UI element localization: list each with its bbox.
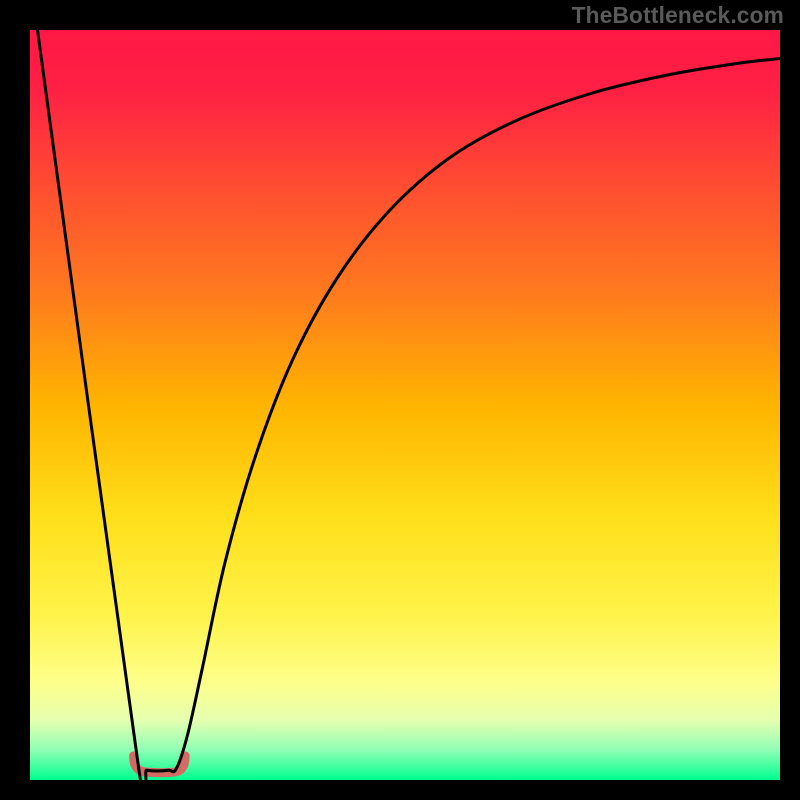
gradient-plot-area bbox=[30, 30, 780, 780]
watermark-label: TheBottleneck.com bbox=[572, 2, 784, 29]
bottleneck-chart-figure: TheBottleneck.com bbox=[0, 0, 800, 800]
curve-layer bbox=[30, 30, 780, 780]
gradient-background-rect bbox=[30, 30, 780, 780]
